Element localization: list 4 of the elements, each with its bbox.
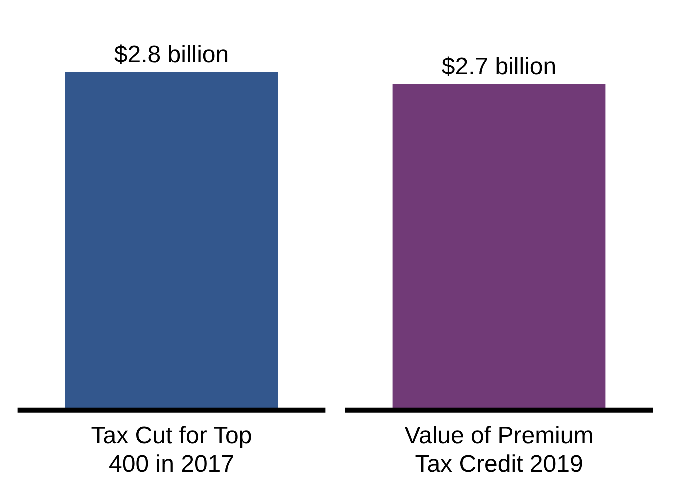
- data-label: $2.8 billion: [114, 42, 230, 69]
- x-tick-label: Value of Premium Tax Credit 2019: [404, 422, 594, 478]
- x-tick-label: Tax Cut for Top 400 in 2017: [91, 422, 252, 478]
- data-label: $2.7 billion: [442, 54, 557, 81]
